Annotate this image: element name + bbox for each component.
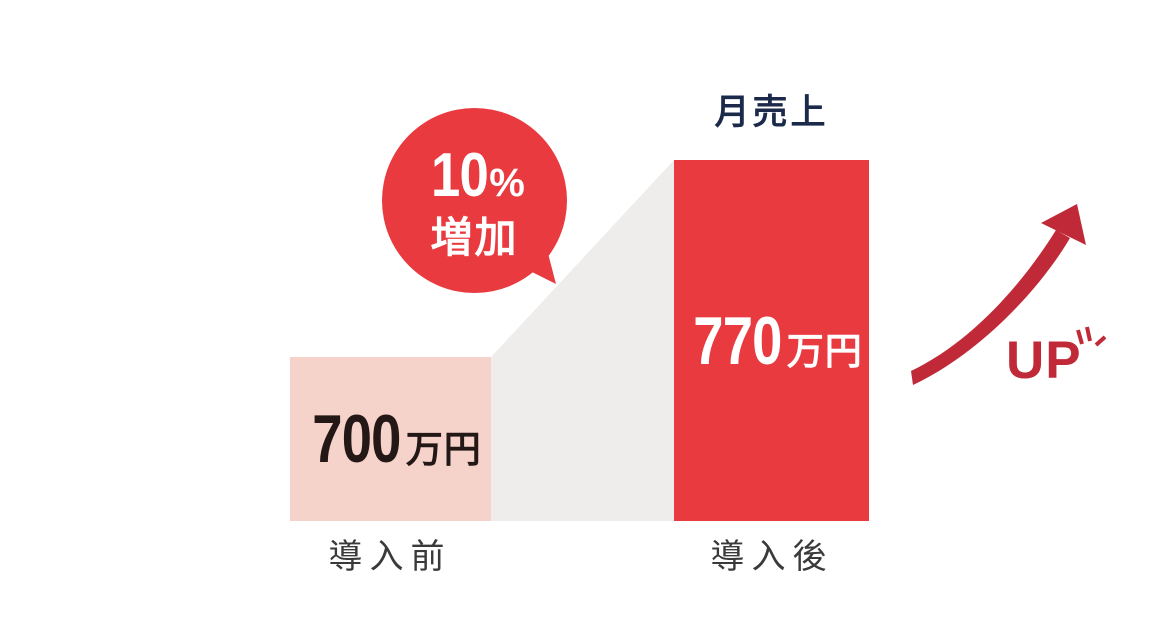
up-label: UP bbox=[1006, 331, 1082, 390]
bar-before-value: 700 万円 bbox=[299, 405, 481, 473]
bar-before-amount: 700 bbox=[312, 401, 402, 477]
axis-label-before: 導入前 bbox=[328, 538, 452, 576]
bar-before: 700 万円 bbox=[290, 357, 491, 521]
bubble-increase-label: 増加 bbox=[430, 213, 519, 261]
axis-label-after: 導入後 bbox=[710, 538, 834, 576]
bar-before-unit: 万円 bbox=[405, 429, 482, 470]
bar-after-value: 770 万円 bbox=[680, 307, 862, 375]
sparkle-icon bbox=[1076, 326, 1107, 347]
increase-bubble: 10 % 増加 bbox=[382, 108, 567, 293]
chart-title: 月売上 bbox=[714, 93, 829, 132]
growth-arrow-icon bbox=[911, 204, 1086, 385]
bar-after: 770 万円 bbox=[674, 160, 869, 521]
bar-after-amount: 770 bbox=[693, 302, 783, 379]
bubble-percent-sign: % bbox=[489, 160, 525, 205]
bubble-percent-value: 10 bbox=[431, 140, 489, 210]
bar-after-unit: 万円 bbox=[786, 330, 863, 372]
bubble-percent-line: 10 % bbox=[424, 140, 525, 210]
